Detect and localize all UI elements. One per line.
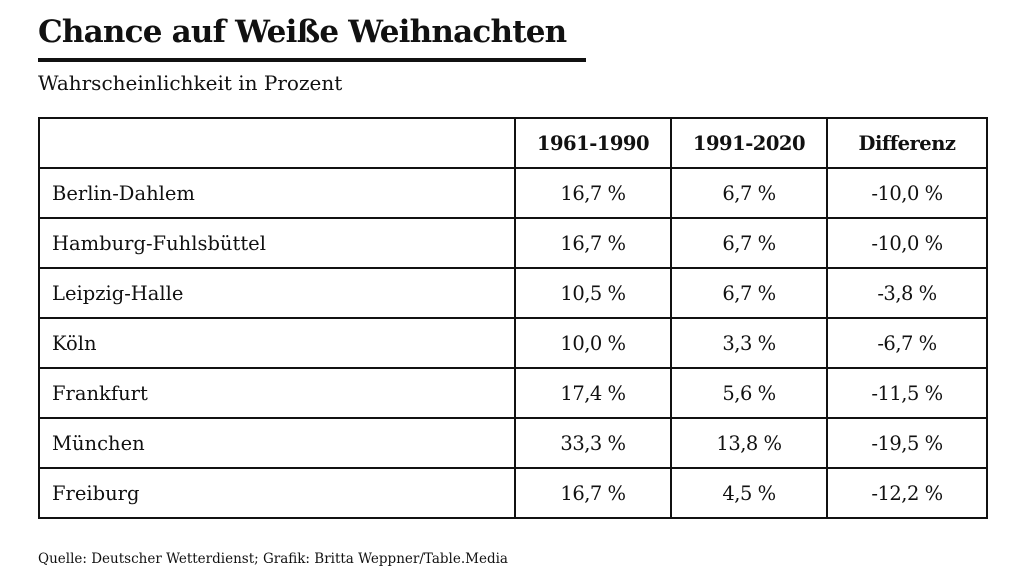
value-differenz: -10,0 % xyxy=(826,167,988,219)
station-name: Köln xyxy=(38,317,516,369)
value-1991-2020: 4,5 % xyxy=(670,467,828,519)
value-1991-2020: 5,6 % xyxy=(670,367,828,419)
value-differenz: -12,2 % xyxy=(826,467,988,519)
table-row: München 33,3 % 13,8 % -19,5 % xyxy=(38,417,988,469)
value-1961-1990: 16,7 % xyxy=(514,217,672,269)
data-table: 1961-1990 1991-2020 Differenz Berlin-Dah… xyxy=(38,117,988,519)
value-differenz: -19,5 % xyxy=(826,417,988,469)
value-1991-2020: 13,8 % xyxy=(670,417,828,469)
value-1961-1990: 10,5 % xyxy=(514,267,672,319)
value-differenz: -10,0 % xyxy=(826,217,988,269)
value-differenz: -6,7 % xyxy=(826,317,988,369)
value-1991-2020: 6,7 % xyxy=(670,267,828,319)
station-name: Freiburg xyxy=(38,467,516,519)
table-row: Köln 10,0 % 3,3 % -6,7 % xyxy=(38,317,988,369)
value-1961-1990: 16,7 % xyxy=(514,467,672,519)
header-1961-1990: 1961-1990 xyxy=(514,117,672,169)
table-row: Hamburg-Fuhlsbüttel 16,7 % 6,7 % -10,0 % xyxy=(38,217,988,269)
value-1991-2020: 6,7 % xyxy=(670,217,828,269)
header-differenz: Differenz xyxy=(826,117,988,169)
table-row: Leipzig-Halle 10,5 % 6,7 % -3,8 % xyxy=(38,267,988,319)
table-row: Berlin-Dahlem 16,7 % 6,7 % -10,0 % xyxy=(38,167,988,219)
chart-subtitle: Wahrscheinlichkeit in Prozent xyxy=(38,71,343,95)
value-differenz: -3,8 % xyxy=(826,267,988,319)
value-1961-1990: 16,7 % xyxy=(514,167,672,219)
source-note: Quelle: Deutscher Wetterdienst; Grafik: … xyxy=(38,551,508,567)
table-header-row: 1961-1990 1991-2020 Differenz xyxy=(38,117,988,169)
table-row: Freiburg 16,7 % 4,5 % -12,2 % xyxy=(38,467,988,519)
value-1991-2020: 3,3 % xyxy=(670,317,828,369)
chart-title: Chance auf Weiße Weihnachten xyxy=(38,14,567,50)
station-name: München xyxy=(38,417,516,469)
title-underline xyxy=(38,58,586,62)
header-station xyxy=(38,117,516,169)
station-name: Berlin-Dahlem xyxy=(38,167,516,219)
value-1961-1990: 33,3 % xyxy=(514,417,672,469)
station-name: Leipzig-Halle xyxy=(38,267,516,319)
value-1961-1990: 10,0 % xyxy=(514,317,672,369)
value-1991-2020: 6,7 % xyxy=(670,167,828,219)
station-name: Hamburg-Fuhlsbüttel xyxy=(38,217,516,269)
value-1961-1990: 17,4 % xyxy=(514,367,672,419)
value-differenz: -11,5 % xyxy=(826,367,988,419)
table-row: Frankfurt 17,4 % 5,6 % -11,5 % xyxy=(38,367,988,419)
header-1991-2020: 1991-2020 xyxy=(670,117,828,169)
station-name: Frankfurt xyxy=(38,367,516,419)
